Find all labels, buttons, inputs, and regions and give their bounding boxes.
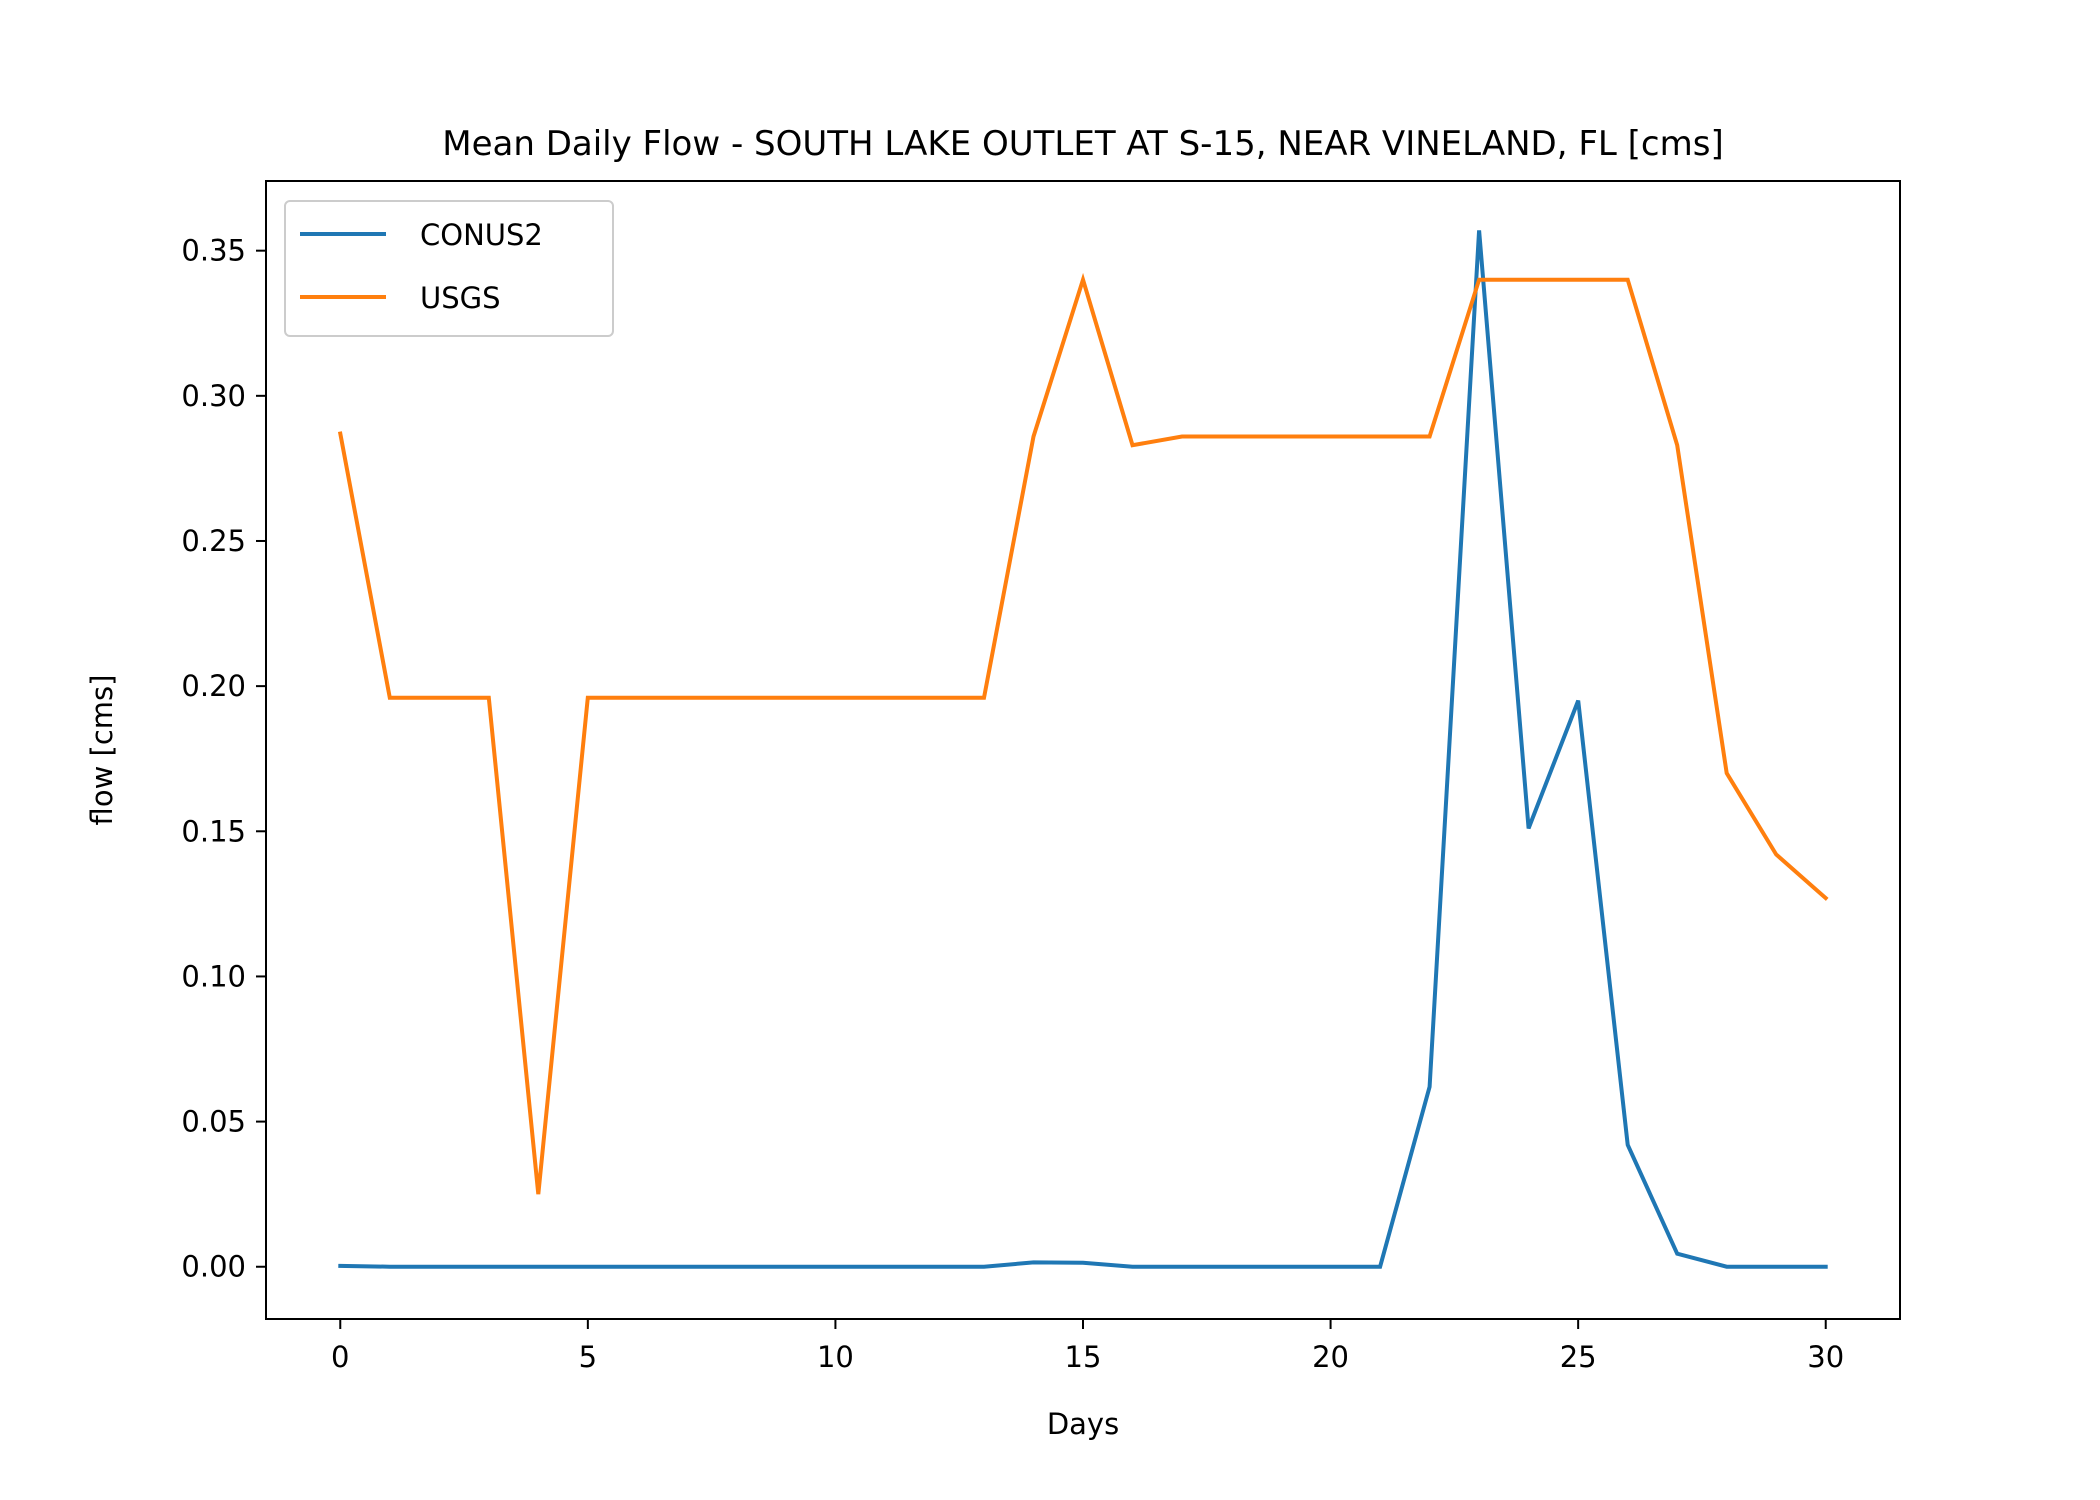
series-line-conus2: [338, 230, 1828, 1269]
legend-label-usgs: USGS: [420, 281, 501, 315]
x-tick-label: 30: [1807, 1340, 1844, 1374]
x-axis-label: Days: [1047, 1407, 1119, 1441]
chart-title: Mean Daily Flow - SOUTH LAKE OUTLET AT S…: [442, 124, 1723, 164]
y-tick-label: 0.00: [181, 1250, 246, 1284]
x-tick-label: 0: [331, 1340, 349, 1374]
legend-label-conus2: CONUS2: [420, 218, 543, 252]
y-tick-label: 0.25: [181, 524, 246, 558]
y-tick-label: 0.35: [181, 234, 246, 268]
y-tick-label: 0.20: [181, 669, 246, 703]
y-tick-label: 0.10: [181, 959, 246, 993]
y-tick-label: 0.05: [181, 1105, 246, 1139]
y-axis-label: flow [cms]: [85, 675, 119, 826]
x-tick-label: 25: [1560, 1340, 1597, 1374]
y-tick-label: 0.15: [181, 814, 246, 848]
plot-frame: [265, 180, 1901, 1320]
series-line-usgs: [337, 272, 1829, 1195]
x-tick-label: 10: [817, 1340, 854, 1374]
legend: CONUS2 USGS: [284, 200, 614, 337]
series-lines: [337, 230, 1829, 1269]
y-axis: 0.00 0.05 0.10 0.15 0.20 0.25 0.30 0.35: [181, 234, 266, 1284]
y-tick-label: 0.30: [181, 379, 246, 413]
x-tick-label: 20: [1312, 1340, 1349, 1374]
x-tick-label: 15: [1065, 1340, 1102, 1374]
x-axis: 0 5 10 15 20 25 30: [331, 1319, 1844, 1374]
x-tick-label: 5: [579, 1340, 597, 1374]
